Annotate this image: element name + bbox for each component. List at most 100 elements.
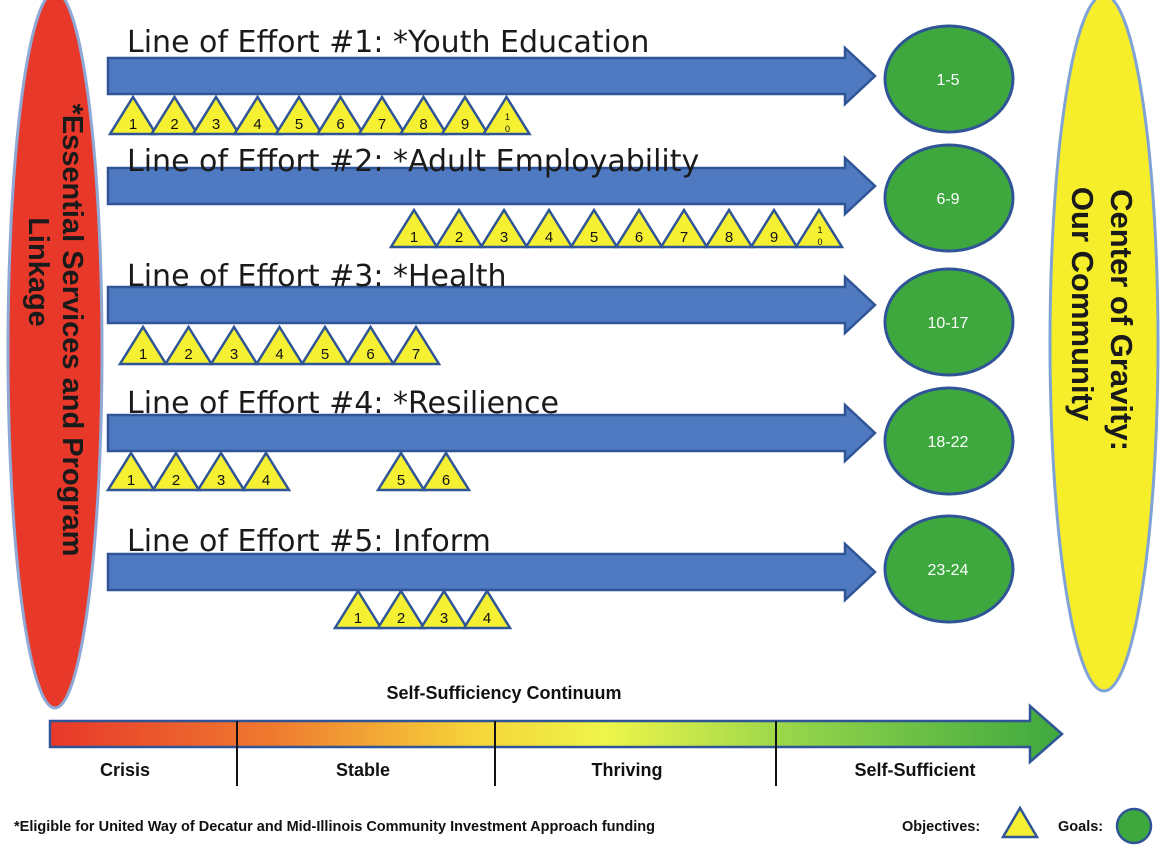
objective-number: 4 xyxy=(253,116,261,133)
continuum-title: Self-Sufficiency Continuum xyxy=(386,683,621,703)
objective-triangle: 2 xyxy=(433,207,485,249)
objective-triangle-shape xyxy=(299,324,351,366)
objective-triangle: 3 xyxy=(208,324,260,366)
goals-legend-label: Goals: xyxy=(1058,819,1103,835)
center-of-gravity-line2: Our Community xyxy=(1065,187,1100,422)
objective-triangle-shape xyxy=(388,207,440,249)
goal-circle-shape xyxy=(883,386,1015,496)
eligibility-note: *Eligible for United Way of Decatur and … xyxy=(14,819,655,835)
objective-triangle: 8 xyxy=(398,94,449,136)
objective-triangle: 2 xyxy=(163,324,214,366)
objective-number: 9 xyxy=(461,116,469,133)
objective-triangle-shape xyxy=(356,94,408,136)
objective-number: 0 xyxy=(817,237,822,247)
line-of-effort-2: Line of Effort #2: *Adult Employability 1… xyxy=(106,143,1015,253)
continuum-arrow xyxy=(48,703,1064,765)
objective-triangle: 4 xyxy=(240,450,292,492)
goal-circle-shape xyxy=(883,24,1015,134)
effort-arrow xyxy=(106,155,877,217)
objective-number: 1 xyxy=(354,610,362,627)
objective-number: 2 xyxy=(170,116,178,133)
objective-number: 1 xyxy=(127,472,135,489)
objective-triangle-shape xyxy=(433,207,485,249)
objective-number: 3 xyxy=(440,610,448,627)
objective-triangle-shape xyxy=(703,207,755,249)
objective-triangle: 7 xyxy=(658,207,710,249)
objective-triangle-shape xyxy=(793,207,845,249)
lines-of-effort: Line of Effort #1: *Youth Education 1 2 3 4 5… xyxy=(105,24,1015,630)
goal-circle: 23-24 xyxy=(883,514,1015,624)
objective-triangle: 4 xyxy=(523,207,575,249)
objective-number: 6 xyxy=(442,472,450,489)
objective-number: 7 xyxy=(378,116,386,133)
objective-triangle: 2 xyxy=(149,94,200,136)
continuum-stage-thriving: Thriving xyxy=(592,760,663,780)
objective-triangle-shape xyxy=(332,588,384,630)
objective-triangle-shape xyxy=(232,94,283,136)
goal-circle-shape xyxy=(883,143,1015,253)
objective-number: 1 xyxy=(410,229,418,246)
objective-triangle: 1 xyxy=(107,94,159,136)
objective-triangle: 5 xyxy=(273,94,325,136)
objective-triangle: 4 xyxy=(254,324,305,366)
objectives-legend-label: Objectives: xyxy=(902,819,980,835)
objective-triangle: 3 xyxy=(478,207,530,249)
objective-triangle-shape xyxy=(748,207,800,249)
continuum-stage-crisis: Crisis xyxy=(100,760,150,780)
effort-arrow xyxy=(106,274,877,336)
objective-number: 7 xyxy=(680,229,688,246)
continuum-stage-self-sufficient: Self-Sufficient xyxy=(854,760,975,780)
objective-number: 3 xyxy=(217,472,225,489)
objective-triangle: 10 xyxy=(793,207,845,249)
goal-circle-icon xyxy=(1115,807,1153,845)
objective-number: 8 xyxy=(419,116,427,133)
line-of-effort-title: Line of Effort #5: Inform xyxy=(127,524,491,559)
objective-triangle: 6 xyxy=(613,207,665,249)
objective-triangle-shape xyxy=(195,450,247,492)
objective-triangle: 4 xyxy=(461,588,513,630)
line-of-effort-title: Line of Effort #3: *Health xyxy=(127,259,507,294)
objective-number: 2 xyxy=(397,610,405,627)
footer: *Eligible for United Way of Decatur and … xyxy=(14,805,1153,845)
objective-number: 5 xyxy=(590,229,598,246)
objective-number: 4 xyxy=(545,229,553,246)
objective-triangle-shape xyxy=(390,324,442,366)
objective-triangle-shape xyxy=(398,94,449,136)
objective-triangle: 4 xyxy=(232,94,283,136)
objective-triangle-shape xyxy=(208,324,260,366)
objective-number: 1 xyxy=(817,225,822,235)
center-of-gravity-line1: Center of Gravity: xyxy=(1104,189,1139,451)
objective-number: 6 xyxy=(635,229,643,246)
objective-number: 6 xyxy=(366,346,374,363)
objective-triangle-shape xyxy=(418,588,470,630)
objective-triangle: 3 xyxy=(190,94,242,136)
objective-triangle: 5 xyxy=(375,450,427,492)
left-banner-shape xyxy=(6,0,104,710)
objective-triangle: 1 xyxy=(332,588,384,630)
objective-triangle: 1 xyxy=(117,324,169,366)
objective-triangle: 7 xyxy=(390,324,442,366)
objective-triangle: 5 xyxy=(299,324,351,366)
objective-triangle-shape xyxy=(190,94,242,136)
objective-triangle: 1 xyxy=(105,450,157,492)
objective-number: 2 xyxy=(172,472,180,489)
objective-triangle: 3 xyxy=(195,450,247,492)
objective-number: 9 xyxy=(770,229,778,246)
objective-number: 0 xyxy=(505,124,510,134)
objective-triangle-shape xyxy=(254,324,305,366)
objective-triangle: 9 xyxy=(748,207,800,249)
objective-triangle-shape xyxy=(105,450,157,492)
objective-triangle-shape xyxy=(117,324,169,366)
goal-circle-shape xyxy=(883,514,1015,624)
objective-number: 2 xyxy=(455,229,463,246)
goal-circle: 10-17 xyxy=(883,267,1015,377)
objective-triangle: 3 xyxy=(418,588,470,630)
objective-triangle-icon xyxy=(1000,805,1040,839)
objective-number: 4 xyxy=(275,346,283,363)
objective-triangle-shape xyxy=(345,324,396,366)
goal-range: 6-9 xyxy=(936,191,959,208)
objective-number: 6 xyxy=(336,116,344,133)
objective-number: 1 xyxy=(139,346,147,363)
objective-triangle-shape xyxy=(150,450,202,492)
